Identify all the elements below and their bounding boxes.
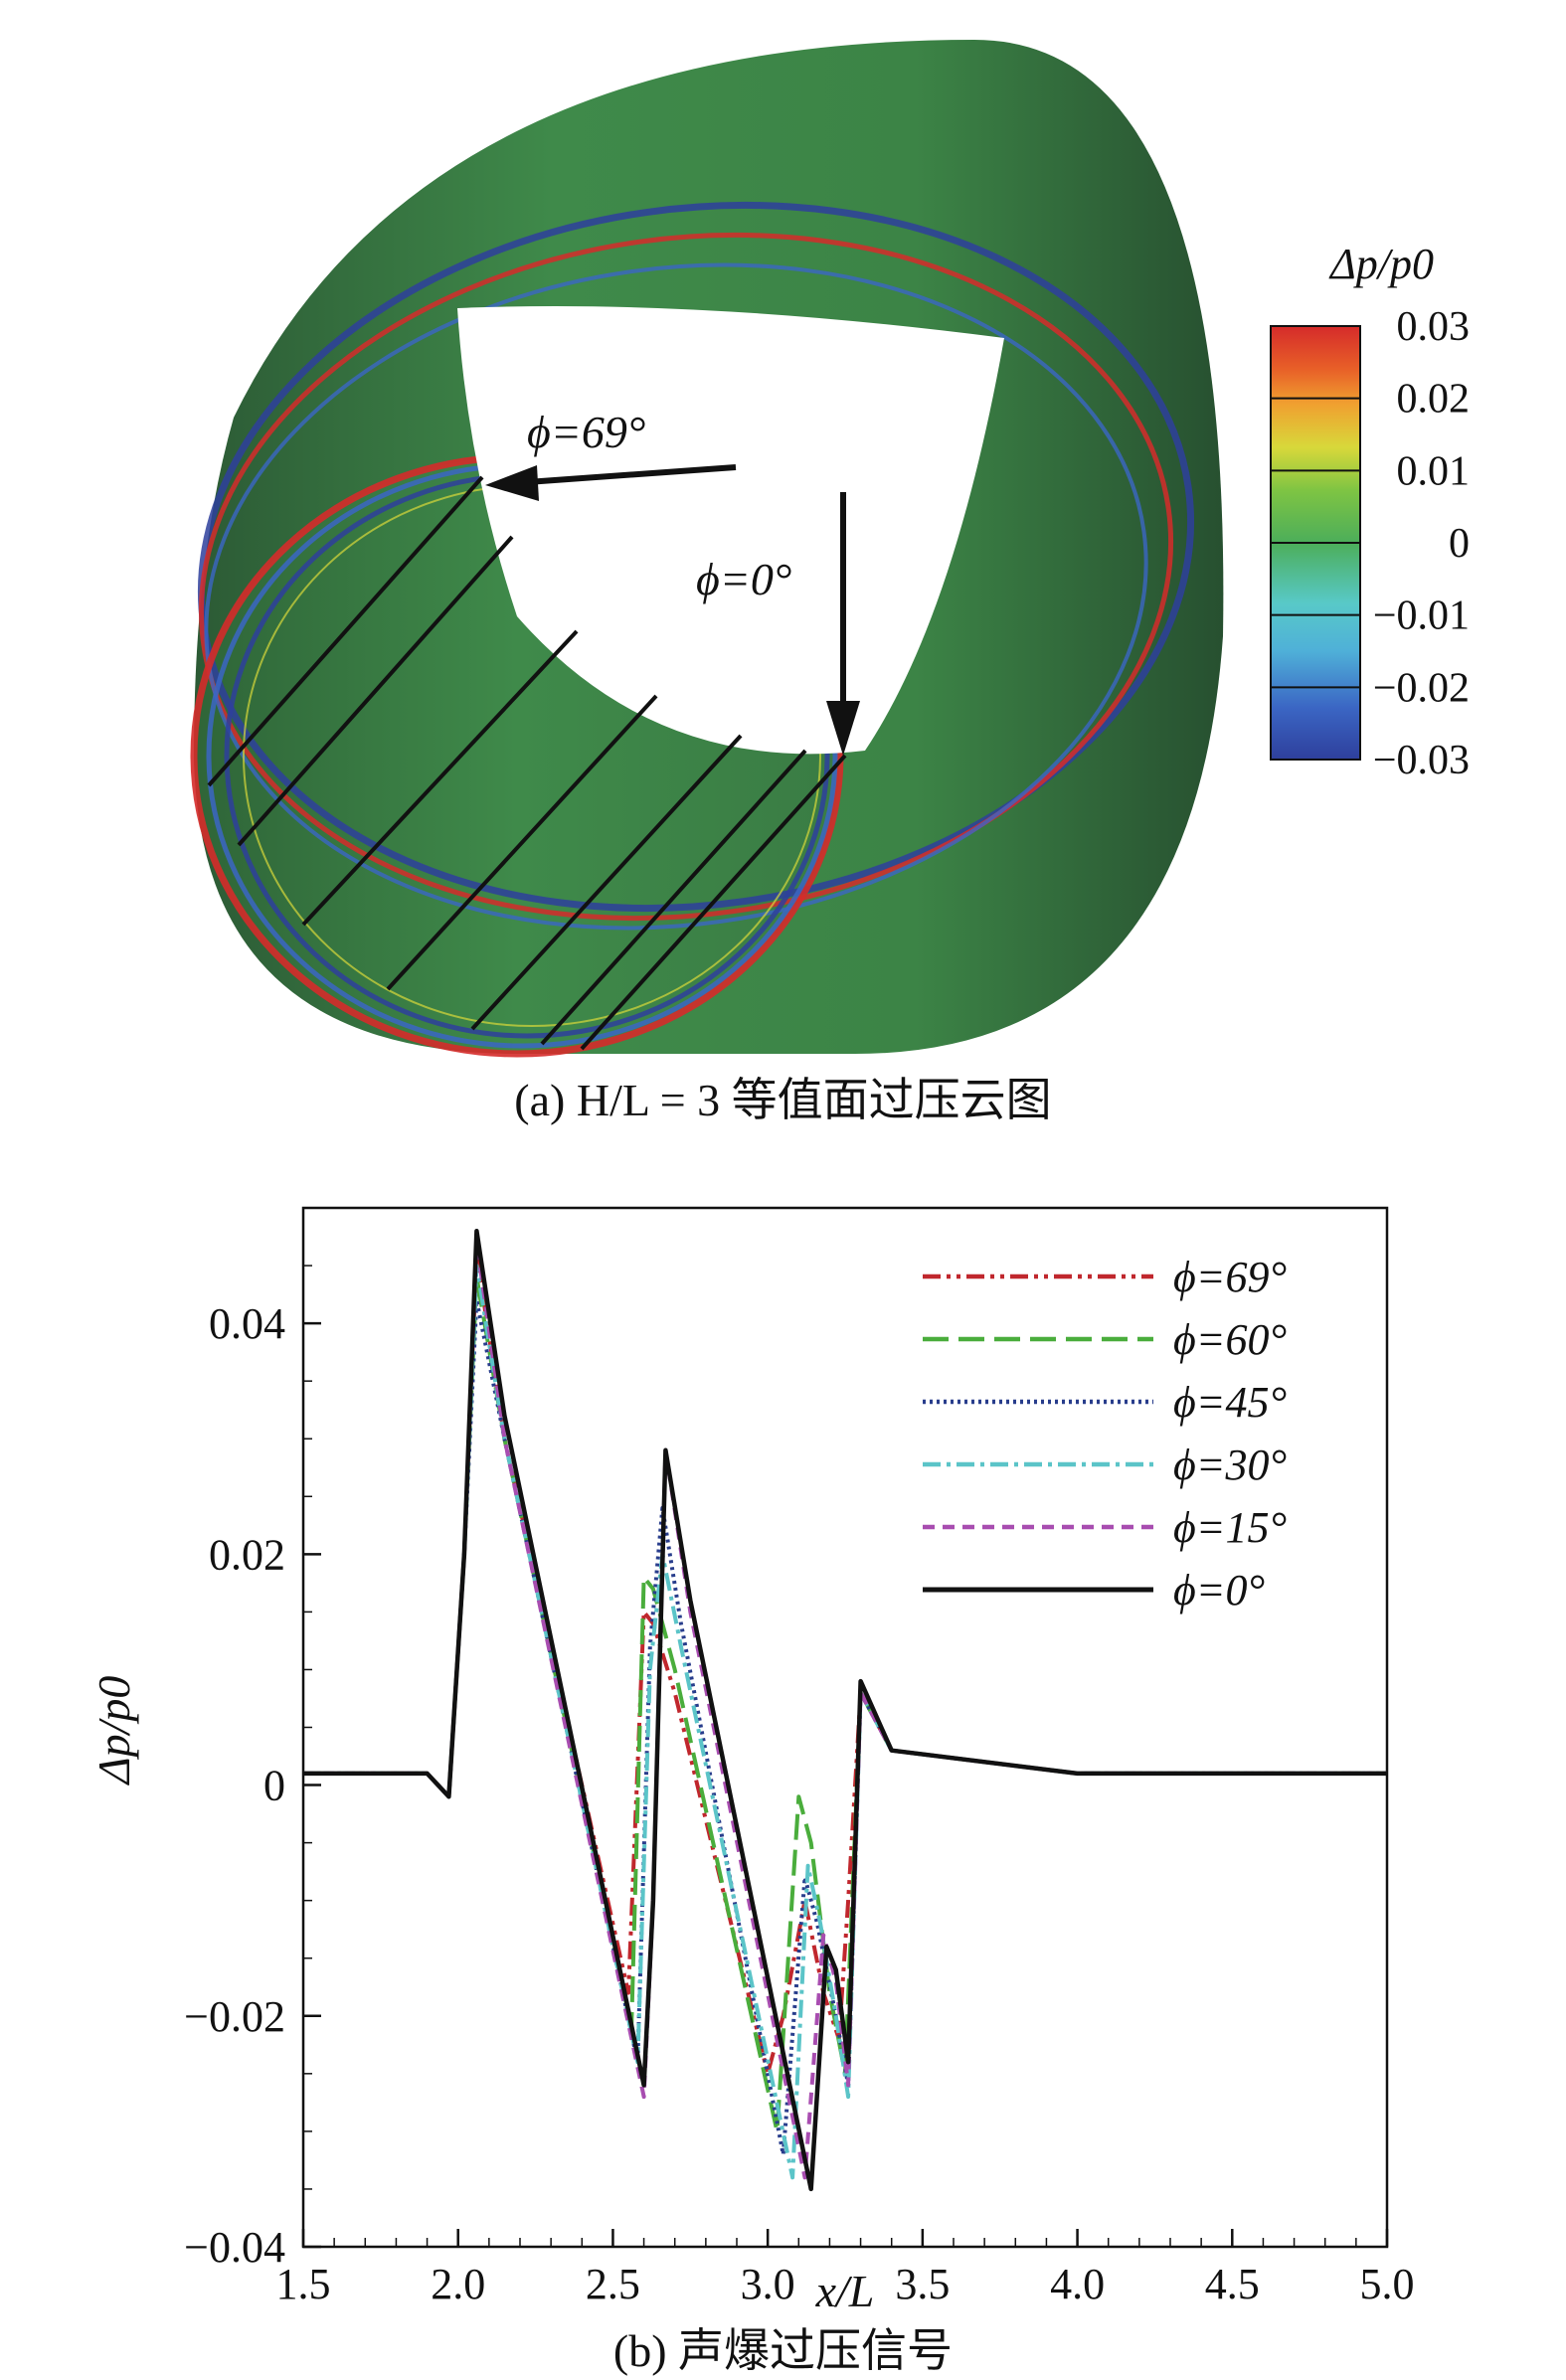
series-line-5 (303, 1228, 1387, 2192)
legend-label: ϕ=0° (1173, 1566, 1265, 1615)
x-tick-label: 1.5 (276, 2260, 331, 2308)
colorbar-tick-label: −0.02 (1373, 665, 1470, 711)
x-tick-label: 4.0 (1050, 2260, 1105, 2308)
colorbar-tick-label: 0.02 (1397, 377, 1471, 423)
x-tick-label: 5.0 (1360, 2260, 1415, 2308)
x-tick-label: 4.5 (1205, 2260, 1260, 2308)
y-tick-label: −0.04 (184, 2223, 285, 2272)
caption-a: (a) H/L = 3 等值面过压云图 (514, 1075, 1052, 1125)
pressure-rings (190, 201, 1195, 1058)
legend-label: ϕ=60° (1173, 1315, 1287, 1364)
x-tick-label: 3.5 (895, 2260, 950, 2308)
x-tick-label: 3.0 (741, 2260, 795, 2308)
legend: ϕ=69° ϕ=60° ϕ=45° ϕ=30° ϕ=15° ϕ=0° (923, 1253, 1287, 1615)
cylinder-contour-figure: ϕ=69° ϕ=0° Δp/p0 0.03 0.02 0.01 0 −0.01 −0.02… (190, 40, 1471, 1058)
label-phi-0: ϕ=0° (696, 554, 791, 604)
x-tick-label: 2.0 (431, 2260, 485, 2308)
y-tick-label: 0 (263, 1762, 285, 1810)
legend-label: ϕ=69° (1173, 1253, 1287, 1301)
overpressure-chart: −0.04 −0.02 0 0.02 0.04 1.5 2.0 2.5 3.0 3.5 4.0 4.… (88, 1206, 1415, 2316)
legend-label: ϕ=45° (1173, 1378, 1287, 1427)
colorbar-tick-label: 0.01 (1397, 448, 1471, 494)
x-axis: 1.5 2.0 2.5 3.0 3.5 4.0 4.5 5.0 (276, 2229, 1415, 2308)
y-axis: −0.04 −0.02 0 0.02 0.04 (184, 1207, 321, 2272)
x-axis-label: x/L (815, 2266, 875, 2316)
colorbar-tick-label: −0.03 (1373, 738, 1470, 783)
y-axis-label: Δp/p0 (88, 1676, 139, 1786)
colorbar: Δp/p0 0.03 0.02 0.01 0 −0.01 −0.02 −0.03 (1270, 240, 1471, 783)
colorbar-tick-label: 0.03 (1397, 304, 1471, 350)
y-tick-label: 0.02 (209, 1530, 285, 1579)
legend-label: ϕ=30° (1173, 1441, 1287, 1489)
cylinder-opening (457, 306, 1004, 755)
caption-b: (b) 声爆过压信号 (612, 2325, 954, 2376)
colorbar-title: Δp/p0 (1328, 240, 1434, 288)
x-tick-label: 2.5 (586, 2260, 640, 2308)
colorbar-tick-label: 0 (1449, 521, 1470, 567)
label-phi-69: ϕ=69° (527, 407, 645, 457)
legend-label: ϕ=15° (1173, 1503, 1287, 1552)
angle-arrows (485, 464, 860, 756)
colorbar-tick-label: −0.01 (1373, 594, 1470, 639)
probe-lines (207, 475, 847, 1051)
y-tick-label: 0.04 (209, 1299, 285, 1348)
y-tick-label: −0.02 (184, 1992, 285, 2041)
series-lines (303, 1228, 1387, 2192)
